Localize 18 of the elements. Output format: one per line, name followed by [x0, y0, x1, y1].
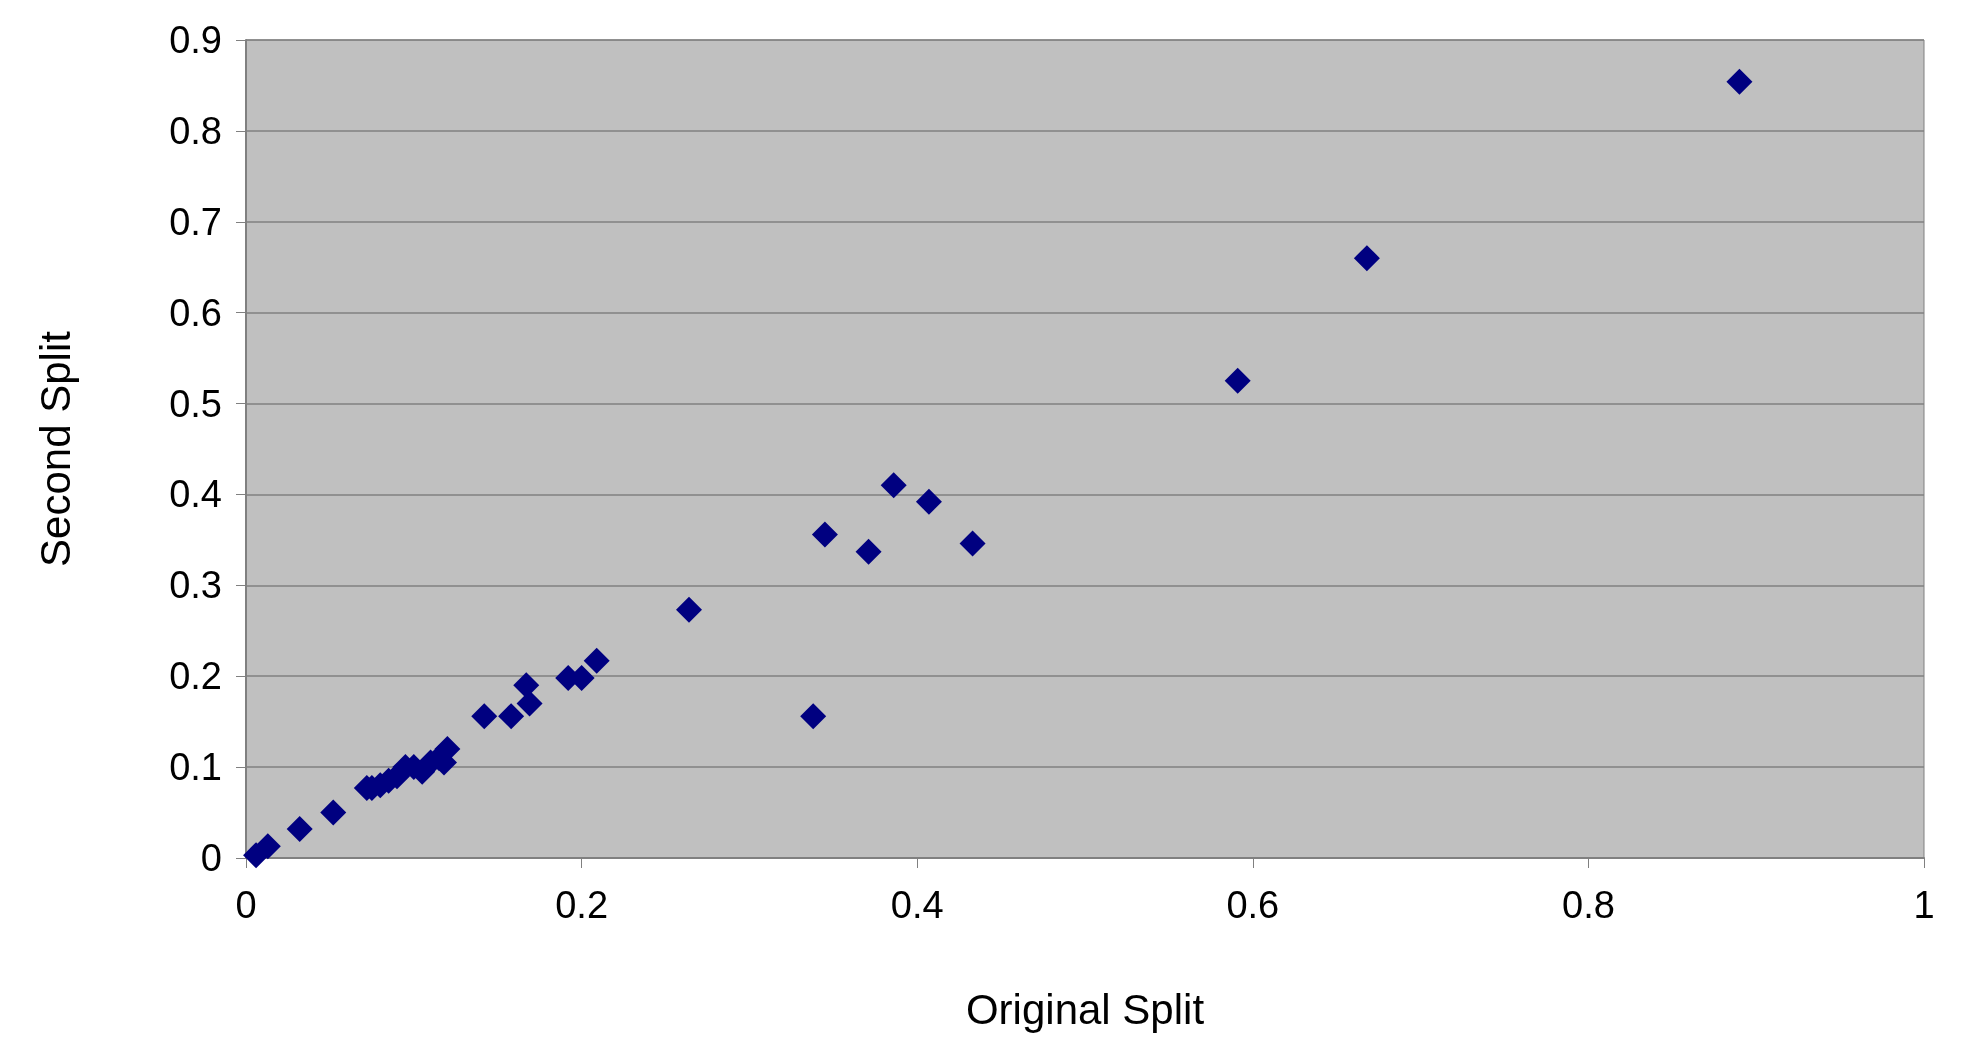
x-tick-label: 0.6: [1226, 884, 1280, 926]
x-tick-label: 0: [235, 884, 257, 926]
x-tick-label: 0.2: [555, 884, 609, 926]
y-tick-label: 0.9: [169, 19, 222, 61]
y-tick-label: 0.7: [169, 200, 222, 243]
y-tick-label: 0.4: [169, 473, 222, 516]
y-tick-label: 0: [200, 837, 222, 879]
y-axis-title: Second Split: [31, 330, 79, 567]
x-tick-label: 1: [1913, 884, 1935, 926]
x-tick-label: 0.4: [890, 884, 944, 926]
y-tick-label: 0.8: [169, 109, 222, 152]
y-tick-label: 0.5: [169, 382, 222, 425]
y-tick-label: 0.6: [169, 291, 222, 334]
y-tick-label: 0.2: [169, 655, 222, 698]
x-tick-label: 0.8: [1561, 884, 1615, 926]
y-tick-label: 0.3: [169, 564, 222, 607]
x-axis-title: Original Split: [965, 985, 1205, 1033]
y-tick-label: 0.1: [169, 746, 222, 789]
